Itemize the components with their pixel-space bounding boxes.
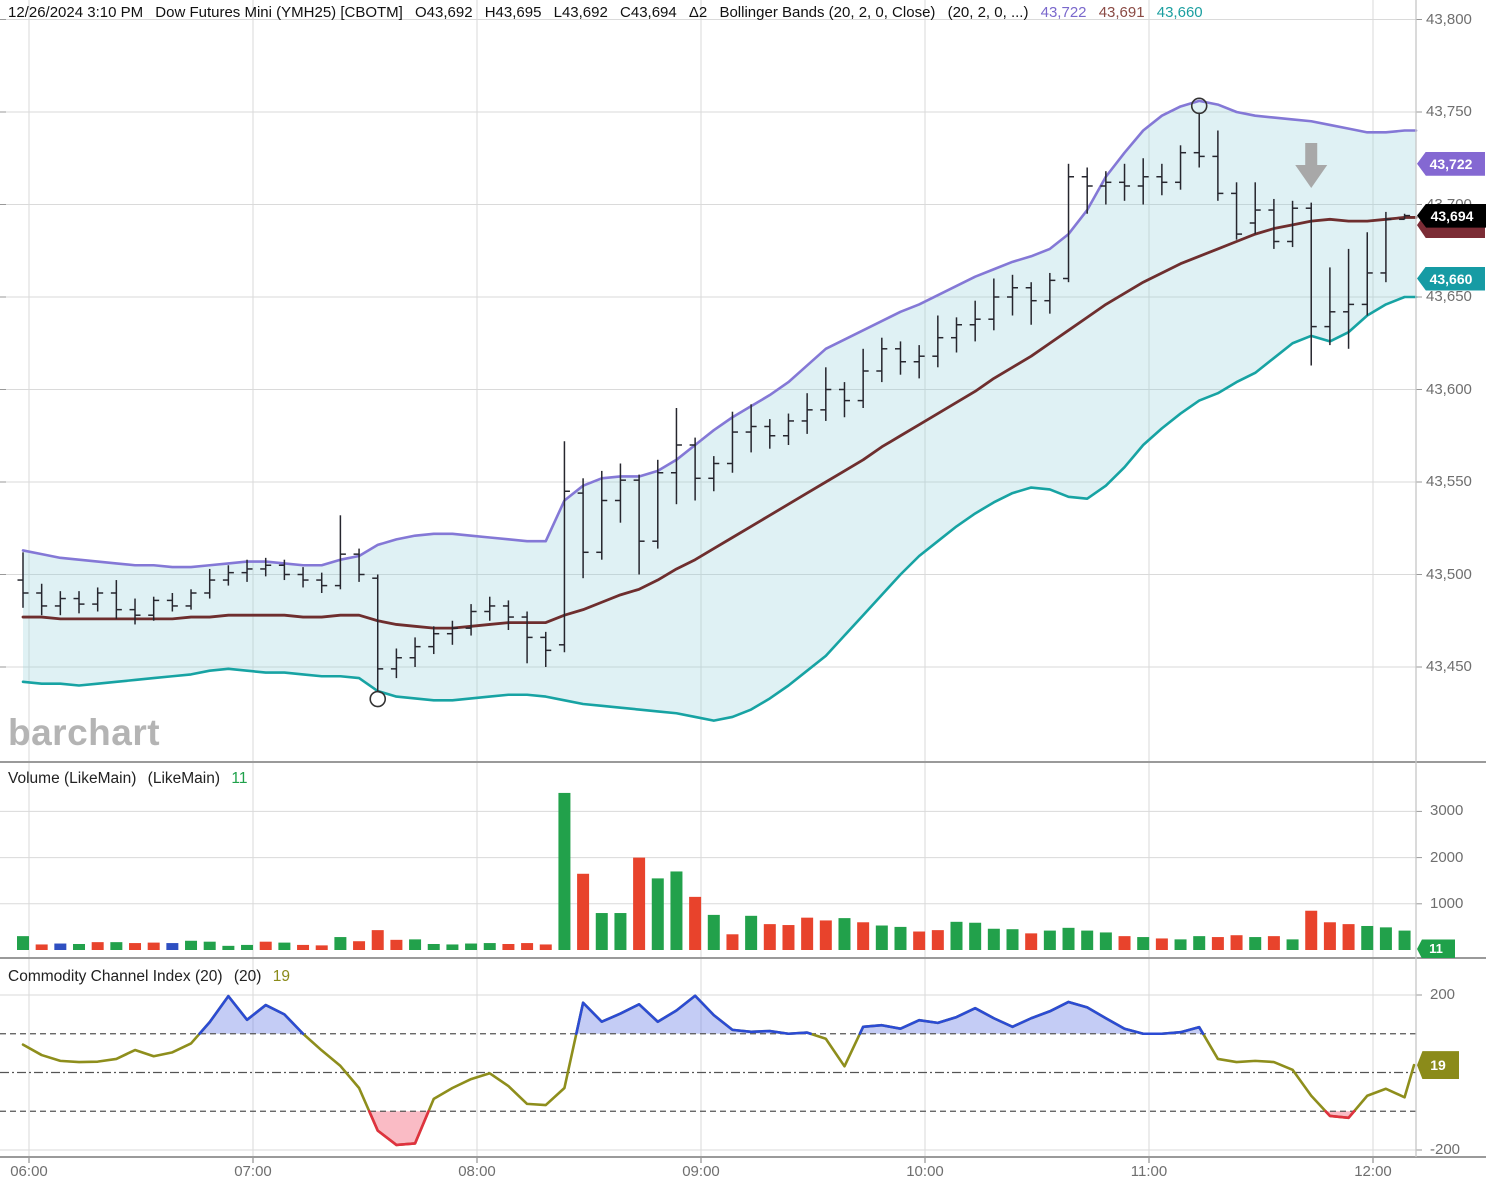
cci-title-params[interactable]: (20) (233, 968, 262, 985)
barchart-watermark-logo: barchart (8, 712, 161, 753)
swing-high-marker (1190, 97, 1208, 115)
chart-header: 12/26/2024 3:10 PM Dow Futures Mini (YMH… (8, 4, 1203, 21)
header-symbol: Dow Futures Mini (YMH25) [CBOTM] (155, 4, 403, 21)
cci-title-label[interactable]: Commodity Channel Index (20) (8, 968, 223, 985)
volume-axis-tick: 3000 (1430, 802, 1464, 820)
header-bb-upper-value: 43,722 (1040, 4, 1087, 21)
price-axis-tick: 43,550 (1426, 473, 1472, 490)
price-axis-tick: 43,500 (1426, 565, 1472, 583)
header-low: L43,692 (553, 4, 608, 21)
header-high: H43,695 (484, 4, 542, 21)
header-open: O43,692 (415, 4, 473, 21)
cci-panel-title: Commodity Channel Index (20) (20) 19 (8, 968, 297, 986)
time-axis-tick: 10:00 (906, 1163, 944, 1180)
header-close: C43,694 (620, 4, 677, 21)
time-axis-tick: 11:00 (1130, 1163, 1168, 1180)
header-indicator[interactable]: Bollinger Bands (20, 2, 0, Close) (719, 4, 936, 21)
bb-upper-price-badge: 43,722 (1417, 151, 1485, 176)
cci-axis-tick: 200 (1430, 986, 1456, 1003)
time-axis-tick: 07:00 (234, 1163, 272, 1180)
cci-axis-tick: -200 (1430, 1141, 1461, 1158)
cci-current-value: 19 (272, 968, 290, 985)
bb-lower-price-badge: 43,660 (1417, 266, 1485, 291)
time-axis-tick: 09:00 (682, 1163, 720, 1180)
volume-value-badge: 11 (1417, 939, 1455, 959)
volume-title-params[interactable]: (LikeMain) (147, 770, 221, 787)
volume-panel-title: Volume (LikeMain) (LikeMain) 11 (8, 770, 254, 788)
volume-title-label[interactable]: Volume (LikeMain) (8, 770, 137, 787)
time-axis-tick: 08:00 (458, 1163, 496, 1180)
price-axis-tick: 43,650 (1426, 288, 1472, 305)
volume-axis-tick: 2000 (1430, 848, 1464, 866)
volume-axis-tick: 1000 (1430, 894, 1464, 912)
header-change: Δ2 (688, 4, 708, 21)
price-axis-tick: 43,800 (1426, 10, 1472, 28)
header-indicator-params[interactable]: (20, 2, 0, ...) (947, 4, 1029, 21)
header-bb-middle-value: 43,691 (1098, 4, 1145, 21)
time-axis-tick: 12:00 (1354, 1163, 1392, 1180)
last-price-badge: 43,694 (1417, 203, 1486, 228)
down-arrow-annotation (1295, 143, 1328, 188)
volume-current-value: 11 (231, 770, 248, 787)
swing-low-marker (369, 690, 387, 708)
time-axis-tick: 06:00 (10, 1163, 48, 1180)
header-bb-lower-value: 43,660 (1156, 4, 1203, 21)
header-datetime: 12/26/2024 3:10 PM (8, 4, 144, 21)
price-axis-tick: 43,450 (1426, 658, 1472, 675)
cci-value-badge: 19 (1417, 1051, 1459, 1080)
price-axis-tick: 43,600 (1426, 380, 1472, 398)
price-axis-tick: 43,750 (1426, 103, 1472, 120)
